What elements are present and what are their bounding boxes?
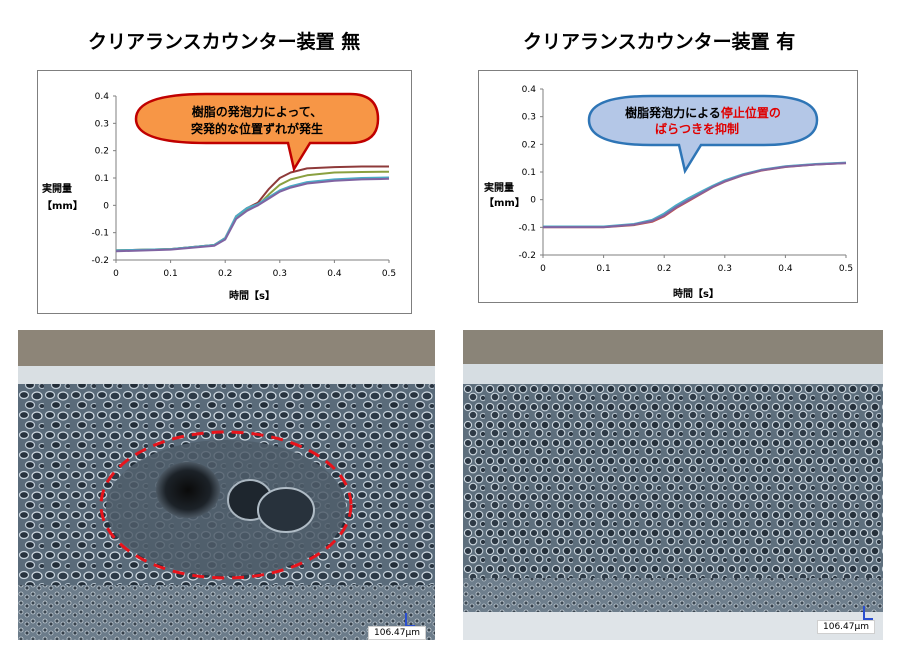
chart-without-counter: -0.2 -0.1 0 0.1 0.2 0.3 0.4 0 0.1 0.2 0.3 0.4 0.5 実…	[37, 70, 412, 314]
chart-with-counter-svg: -0.2 -0.1 0 0.1 0.2 0.3 0.4 0 0.1 0.2 0.3 0.4 0.5 実…	[484, 85, 853, 300]
series-lines	[115, 165, 390, 253]
chart-with-counter: -0.2 -0.1 0 0.1 0.2 0.3 0.4 0 0.1 0.2 0.3 0.4 0.5 実…	[478, 70, 858, 303]
heading-without-counter: クリアランスカウンター装置 無	[88, 31, 361, 53]
x-axis-label: 時間【s】	[229, 289, 275, 302]
callout-line-2: 突発的な位置ずれが発生	[191, 121, 323, 136]
x-tick-labels: 0 0.1 0.2 0.3 0.4 0.5	[540, 255, 853, 274]
top-dense-layer	[463, 364, 883, 384]
heading-with-counter: クリアランスカウンター装置 有	[523, 31, 796, 53]
x-tick-label: 0	[540, 264, 546, 274]
callout-bubble	[587, 94, 819, 175]
y-tick-label: 0.1	[95, 174, 109, 184]
y-tick-label: 0.1	[522, 168, 536, 178]
foam-cross-section-without-counter: 106.47μm	[18, 330, 435, 640]
x-tick-label: 0	[113, 269, 119, 279]
top-dense-layer	[18, 366, 435, 384]
y-tick-label: 0.2	[522, 140, 536, 150]
x-tick-label: 0.4	[778, 264, 793, 274]
chart-without-counter-svg: -0.2 -0.1 0 0.1 0.2 0.3 0.4 0 0.1 0.2 0.3 0.4 0.5 実…	[42, 92, 396, 302]
y-axis-label-line1: 実開量	[484, 181, 514, 194]
y-tick-label: 0.4	[522, 85, 537, 95]
x-tick-label: 0.3	[718, 264, 732, 274]
y-tick-label: 0.3	[95, 119, 109, 129]
foam-photo-left-svg	[18, 330, 435, 640]
x-tick-label: 0.1	[596, 264, 610, 274]
callout-line-1: 樹脂発泡力による停止位置の	[625, 105, 781, 120]
x-tick-labels: 0 0.1 0.2 0.3 0.4 0.5	[113, 260, 396, 279]
series-line-4	[543, 162, 847, 229]
callout-line-1: 樹脂の発泡力によって、	[192, 104, 322, 119]
x-tick-label: 0.3	[273, 269, 287, 279]
y-tick-label: 0	[103, 201, 109, 211]
top-skin-layer	[463, 330, 883, 368]
x-tick-label: 0.5	[839, 264, 853, 274]
y-axis-label-line2: 【mm】	[484, 196, 525, 209]
y-tick-label: -0.1	[91, 229, 109, 239]
foam-photo-right-svg	[463, 330, 883, 640]
y-tick-label: 0.3	[522, 113, 536, 123]
callout-line-2: ばらつきを抑制	[655, 121, 739, 136]
y-tick-labels: -0.2 -0.1 0 0.1 0.2 0.3 0.4	[91, 92, 116, 266]
series-lines	[543, 161, 847, 229]
scale-bar-tick	[405, 613, 415, 627]
foam-core	[463, 384, 883, 584]
x-tick-label: 0.4	[327, 269, 342, 279]
y-tick-label: -0.2	[518, 251, 536, 261]
x-tick-label: 0.1	[163, 269, 177, 279]
series-line-3	[543, 161, 847, 228]
bottom-fine-layer	[463, 578, 883, 614]
series-line-4	[115, 177, 390, 253]
y-tick-label: -0.1	[518, 223, 536, 233]
defect-highlight-ellipse	[99, 430, 353, 580]
callout-line-1-normal: 樹脂発泡力による	[625, 105, 721, 120]
bottom-skin-layer	[463, 612, 883, 640]
x-tick-label: 0.2	[218, 269, 232, 279]
x-tick-label: 0.5	[382, 269, 396, 279]
foam-cross-section-with-counter: 106.47μm	[463, 330, 883, 640]
y-tick-labels: -0.2 -0.1 0 0.1 0.2 0.3 0.4	[518, 85, 543, 261]
scale-bar-label: 106.47μm	[817, 620, 875, 634]
scale-bar-label: 106.47μm	[368, 626, 426, 640]
y-tick-label: -0.2	[91, 256, 109, 266]
large-void	[156, 462, 220, 518]
y-tick-label: 0	[530, 196, 536, 206]
y-axis-label-line2: 【mm】	[42, 199, 83, 212]
scale-bar-tick	[863, 606, 873, 620]
series-line-3	[115, 176, 390, 252]
void-3	[257, 487, 315, 533]
y-axis-label-line1: 実開量	[42, 182, 72, 195]
y-tick-label: 0.2	[95, 147, 109, 157]
x-axis-label: 時間【s】	[673, 287, 719, 300]
callout-line-1-red: 停止位置の	[721, 105, 781, 120]
callout-bubble	[134, 92, 380, 173]
bottom-fine-layer	[18, 585, 435, 640]
x-tick-label: 0.2	[657, 264, 671, 274]
y-tick-label: 0.4	[95, 92, 110, 102]
top-skin-layer	[18, 330, 435, 370]
series-line-2	[115, 170, 390, 252]
